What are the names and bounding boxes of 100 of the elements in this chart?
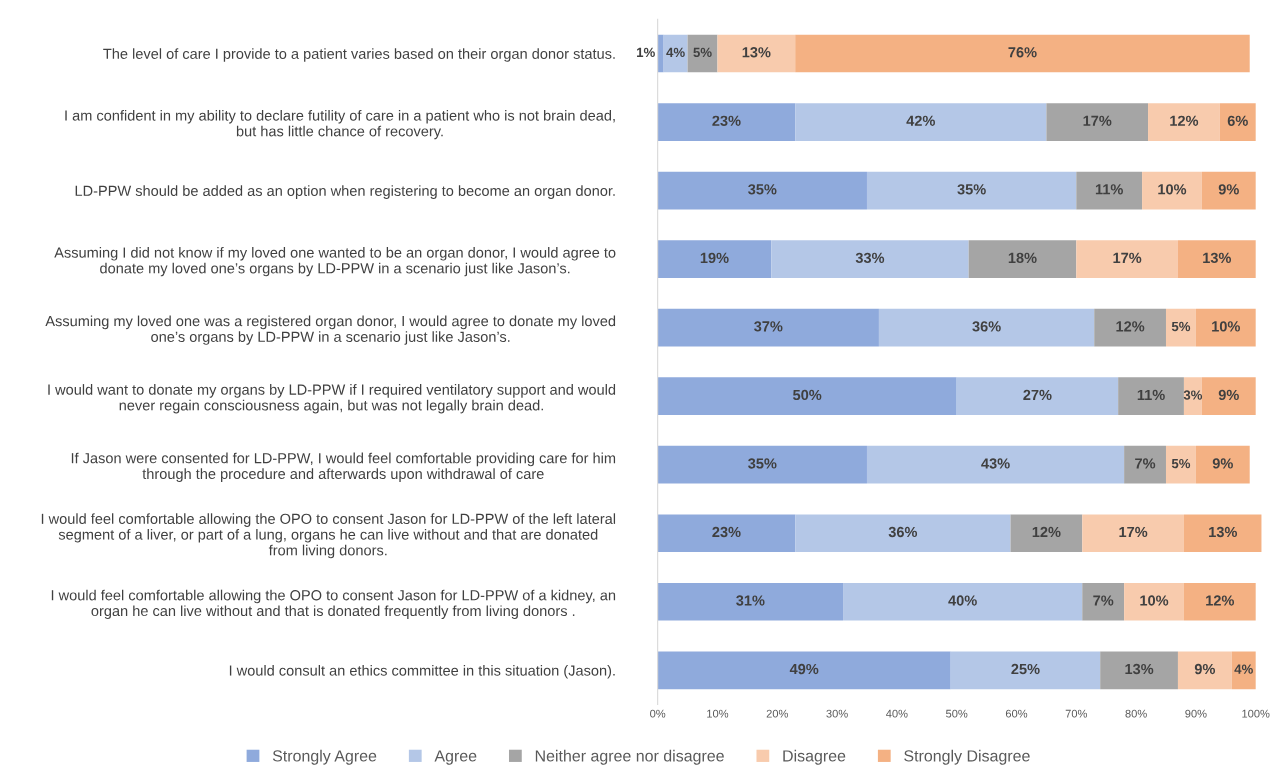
y-tick-label: I would feel comfortable allowing the OPO to consent Jason for LD-PPW of a kidney, an organ he can live without and that is donated frequently from living donors . [51, 589, 616, 619]
bar [1148, 103, 1220, 141]
data-label: 43% [981, 458, 1010, 469]
bar [657, 445, 867, 484]
bar [1082, 582, 1125, 621]
data-label: 19% [700, 252, 729, 264]
data-label: 7% [1093, 595, 1114, 606]
bar [795, 103, 1047, 141]
bar [795, 34, 1250, 73]
bar [1219, 103, 1256, 141]
data-label: 13% [1209, 526, 1238, 538]
data-label: 17% [1113, 252, 1142, 263]
bar [878, 308, 1095, 347]
bar [1165, 308, 1196, 347]
data-label: 10% [1158, 184, 1187, 195]
x-tick-label: 70% [1065, 709, 1088, 718]
data-label: 50% [793, 389, 822, 401]
data-label: 27% [1023, 389, 1052, 401]
y-tick-label: I would feel comfortable allowing the OPO to consent Jason for LD-PPW of the left lateral segment of a liver, or part of a lung, organs he can live without and that are donated from living donors. [41, 513, 616, 559]
bar [657, 651, 951, 690]
bar [1201, 171, 1256, 210]
data-label: 4% [666, 47, 685, 58]
data-label: 17% [1119, 526, 1148, 538]
data-label: 17% [1083, 115, 1112, 126]
x-tick-label: 50% [946, 709, 968, 718]
data-label: 35% [748, 184, 777, 195]
y-tick-label: If Jason were consented for LD-PPW, I would feel comfortable providing care for him through the procedure and afterwards upon withdrawal of care [71, 452, 616, 482]
bar [657, 34, 664, 73]
bar [1076, 171, 1143, 210]
data-label: 36% [888, 526, 918, 538]
x-tick-label: 10% [707, 709, 729, 718]
x-tick-label: 0% [650, 709, 666, 718]
data-label: 5% [1171, 321, 1191, 332]
data-label: 33% [855, 252, 885, 264]
legend-label: Strongly Disagree [904, 749, 1030, 765]
bar [1100, 651, 1178, 690]
bar [657, 514, 796, 553]
data-label: 23% [712, 115, 741, 126]
data-label: 10% [1212, 321, 1240, 332]
legend-label: Disagree [783, 749, 846, 765]
bar [1201, 377, 1256, 416]
bar [1142, 171, 1202, 210]
bar [866, 445, 1125, 484]
data-label: 13% [1203, 252, 1232, 264]
bar [1177, 240, 1256, 278]
data-label: 31% [736, 595, 765, 606]
data-label: 12% [1170, 115, 1199, 126]
x-tick-label: 30% [826, 709, 848, 718]
legend-label: Agree [434, 750, 477, 765]
data-label: 42% [906, 115, 935, 126]
bar [663, 34, 688, 73]
bar [1124, 582, 1184, 621]
data-label: 12% [1116, 321, 1145, 332]
bar [1195, 445, 1250, 484]
x-tick-label: 40% [886, 709, 908, 718]
bar [1082, 514, 1184, 553]
bar [1046, 103, 1149, 141]
data-label: 5% [1171, 458, 1191, 469]
bar [1094, 308, 1166, 347]
data-label: 11% [1095, 184, 1123, 195]
bar [657, 103, 796, 141]
data-label: 35% [748, 458, 777, 469]
x-tick-label: 80% [1125, 709, 1147, 718]
bar [956, 377, 1119, 416]
bar [1183, 514, 1262, 553]
y-tick-label: I am confident in my ability to declare futility of care in a patient who is not brain dead, but has little chance of recovery. [65, 109, 615, 140]
data-label: 12% [1206, 595, 1235, 606]
data-label: 10% [1140, 595, 1169, 606]
x-tick-label: 90% [1185, 709, 1207, 718]
bar [771, 240, 969, 278]
data-label: 9% [1218, 389, 1239, 401]
data-label: 11% [1137, 389, 1165, 401]
data-label: 25% [1011, 663, 1040, 675]
x-tick-label: 60% [1005, 709, 1028, 718]
bar [657, 308, 879, 347]
data-label: 37% [754, 321, 783, 332]
data-label: 7% [1135, 458, 1156, 469]
bar [795, 514, 1011, 553]
data-label: 36% [972, 321, 1001, 332]
bar [1076, 240, 1178, 278]
data-label: 40% [948, 595, 977, 606]
y-tick-label: I would consult an ethics committee in this situation (Jason). [229, 665, 615, 679]
data-label: 18% [1008, 252, 1037, 264]
x-tick-label: 100% [1242, 709, 1270, 718]
bar [950, 651, 1101, 690]
bar [1195, 308, 1256, 347]
data-label: 76% [1008, 47, 1037, 58]
bar [1231, 651, 1256, 690]
data-label: 5% [693, 47, 712, 58]
data-label: 13% [1125, 663, 1154, 675]
y-tick-label: The level of care I provide to a patient varies based on their organ donor status. [103, 48, 615, 62]
data-label: 3% [1183, 390, 1203, 400]
data-label: 4% [1234, 664, 1253, 674]
bar [1124, 445, 1166, 484]
data-label: 9% [1212, 458, 1233, 469]
bar [657, 582, 844, 621]
bar [657, 377, 957, 416]
bar [1118, 377, 1184, 416]
data-label: 9% [1218, 184, 1239, 195]
bar [1177, 651, 1232, 690]
